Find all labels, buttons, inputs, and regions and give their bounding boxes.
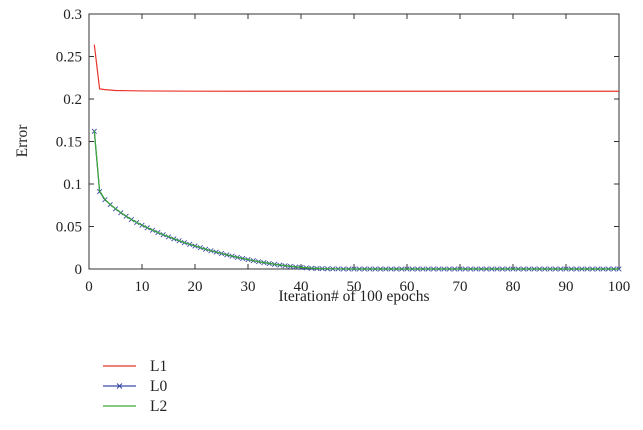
x-tick-label: 60 [400, 279, 415, 295]
series-line-l0 [93, 131, 619, 270]
series-layer [91, 44, 622, 272]
x-axis-label: Iteration# of 100 epochs [278, 288, 429, 305]
y-axis-label: Error [14, 124, 31, 158]
x-tick-label: 50 [347, 279, 362, 295]
x-tick-label: 40 [294, 279, 309, 295]
legend-label-l0: L0 [150, 378, 167, 395]
y-axis-ticks: 0 0.05 0.1 0.15 0.2 0.25 0.3 [56, 7, 619, 278]
x-tick-label: 0 [85, 279, 93, 295]
y-tick-label: 0.2 [63, 92, 82, 108]
y-tick-label: 0.1 [63, 177, 82, 193]
y-tick-label: 0.05 [56, 220, 82, 236]
x-tick-label: 30 [241, 279, 256, 295]
legend-marker-l0 [116, 383, 123, 389]
x-tick-label: 10 [135, 279, 150, 295]
x-tick-label: 100 [608, 279, 631, 295]
legend-label-l2: L2 [150, 398, 167, 415]
plot-frame [88, 13, 620, 270]
x-tick-label: 80 [506, 279, 521, 295]
series-line-l1 [93, 44, 619, 92]
x-axis-ticks: 0 10 20 30 40 50 60 70 80 90 100 [85, 14, 630, 295]
y-tick-label: 0 [75, 262, 83, 278]
y-tick-label: 0.15 [56, 135, 82, 151]
series-line-l2 [93, 130, 619, 270]
y-tick-label: 0.25 [56, 50, 82, 66]
y-tick-label: 0.3 [63, 7, 82, 23]
x-tick-label: 70 [453, 279, 468, 295]
legend: L1 L0 L2 [103, 358, 167, 415]
x-tick-label: 90 [559, 279, 574, 295]
x-tick-label: 20 [188, 279, 203, 295]
legend-label-l1: L1 [150, 358, 167, 375]
